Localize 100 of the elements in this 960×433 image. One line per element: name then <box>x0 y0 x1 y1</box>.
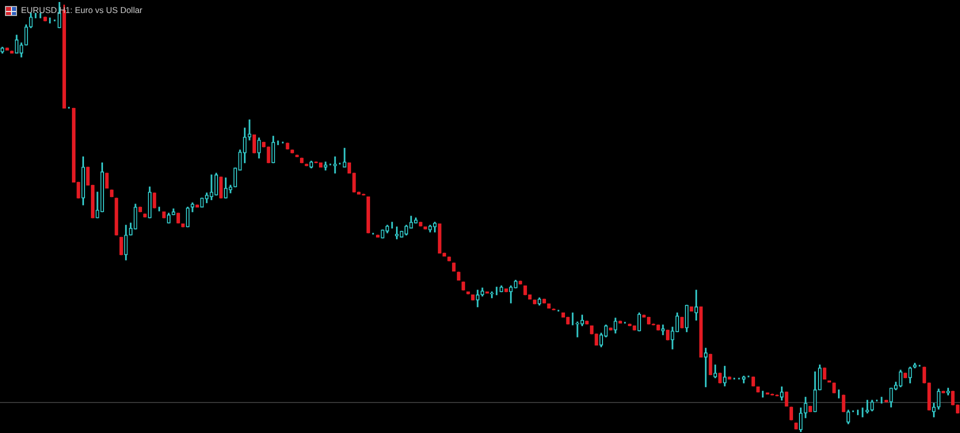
candlestick <box>684 304 689 332</box>
candlestick <box>219 176 223 198</box>
candlestick <box>722 366 727 386</box>
candlestick <box>680 316 684 328</box>
candlestick <box>594 334 598 346</box>
candlestick <box>295 154 299 158</box>
candlestick <box>456 272 460 281</box>
candlestick <box>708 354 712 376</box>
candlestick <box>794 422 798 430</box>
candlestick <box>884 400 888 402</box>
candlestick <box>780 386 784 401</box>
candlestick <box>927 382 931 410</box>
candlestick <box>76 182 80 198</box>
candlestick <box>466 291 470 294</box>
candlestick <box>166 212 171 224</box>
candlestick <box>842 394 846 412</box>
candlestick <box>514 280 518 288</box>
candlestick <box>424 226 428 230</box>
candlestick <box>452 262 456 272</box>
candlestick <box>585 320 589 324</box>
candlestick <box>143 214 147 218</box>
candlestick <box>865 400 870 414</box>
candlestick <box>152 192 156 208</box>
candlestick <box>751 376 756 386</box>
candlestick <box>214 172 218 196</box>
candlestick <box>614 318 618 334</box>
candlestick <box>114 198 118 236</box>
candlestick <box>572 312 574 326</box>
candlestick <box>266 146 270 164</box>
candlestick <box>309 160 314 168</box>
candlestick <box>414 218 418 224</box>
candlestick <box>690 306 694 312</box>
candlestick <box>913 362 917 368</box>
candlestick <box>490 291 494 298</box>
candlestick <box>471 294 475 300</box>
candlestick <box>252 134 256 154</box>
candlestick <box>898 370 902 388</box>
candlestick <box>324 162 328 170</box>
candlestick <box>518 280 522 284</box>
candlestick <box>124 224 128 260</box>
candlestick <box>162 212 166 218</box>
candlestick <box>304 164 308 166</box>
candlestick <box>699 306 703 358</box>
candlestick <box>637 312 642 332</box>
candlestick <box>936 388 940 410</box>
candlestick <box>195 204 200 208</box>
candlestick <box>204 192 209 204</box>
candlestick <box>846 410 850 424</box>
candlestick <box>742 376 746 384</box>
candlestick <box>476 290 480 308</box>
candlestick <box>257 138 261 158</box>
candlestick <box>356 192 361 195</box>
candlestick <box>181 224 185 228</box>
candlestick <box>190 202 194 212</box>
candlestick <box>72 108 76 182</box>
candlestick <box>804 396 808 418</box>
candlestick <box>784 392 788 407</box>
candlestick <box>404 224 408 236</box>
candlestick <box>333 156 337 174</box>
candlestick <box>528 294 532 300</box>
candlestick <box>756 386 760 392</box>
candlestick <box>376 234 380 238</box>
candlestick <box>10 50 14 54</box>
candlestick <box>105 172 109 189</box>
candlestick <box>822 368 826 380</box>
candlestick <box>922 366 926 384</box>
candlestick <box>608 328 613 330</box>
candlestick <box>956 404 960 414</box>
candlestick <box>718 372 722 384</box>
candlestick <box>832 382 836 394</box>
candlestick <box>628 324 632 326</box>
candlestick <box>29 12 33 28</box>
candlestick <box>728 376 732 380</box>
candlestick <box>942 390 946 394</box>
candlestick <box>286 142 290 150</box>
candlestick <box>290 150 294 154</box>
candlestick <box>789 406 794 420</box>
candlestick <box>342 148 346 168</box>
candlestick <box>704 348 708 388</box>
candlestick <box>661 324 665 336</box>
candlestick <box>932 402 936 418</box>
candlestick <box>656 324 660 330</box>
candlestick <box>838 390 840 398</box>
candlestick <box>248 119 252 140</box>
candlestick <box>856 410 859 416</box>
candlestick <box>186 206 190 228</box>
candlestick <box>81 156 85 206</box>
candlestick <box>870 400 874 412</box>
candlestick <box>148 186 152 218</box>
candlestick <box>395 226 399 240</box>
candlestick <box>14 34 18 54</box>
candlestick <box>618 320 622 324</box>
candlestick <box>438 224 442 254</box>
candlestick <box>462 282 466 290</box>
candlestick <box>561 312 565 318</box>
candlestick <box>5 48 9 50</box>
candlestick <box>158 206 160 212</box>
candlestick <box>566 316 570 324</box>
candlestick <box>43 16 47 22</box>
candlestick <box>590 325 594 334</box>
